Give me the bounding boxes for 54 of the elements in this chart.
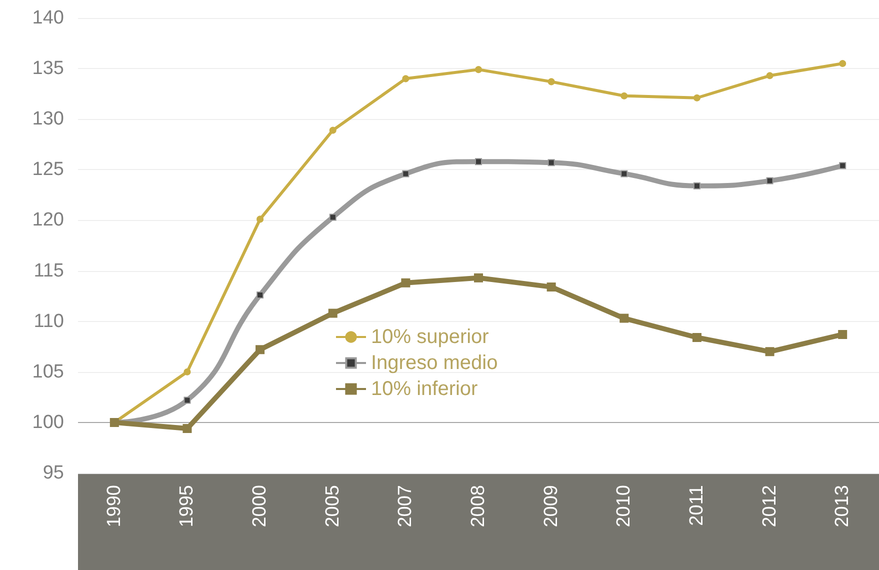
point: [475, 66, 482, 74]
point: [402, 75, 410, 82]
point: [329, 214, 336, 221]
y-tick-label: 135: [32, 58, 64, 80]
point: [620, 314, 629, 323]
point: [838, 330, 848, 339]
x-tick-label: 2009: [540, 485, 562, 528]
y-tick-label: 105: [32, 361, 64, 382]
point: [256, 216, 264, 223]
point: [620, 170, 628, 178]
x-tick-label: 2005: [322, 485, 344, 528]
x-tick-label: 2012: [759, 485, 780, 528]
point: [474, 273, 483, 282]
y-tick-label: 115: [34, 260, 64, 282]
point: [402, 170, 410, 178]
legend-label: 10% superior: [371, 326, 490, 348]
x-tick-label: 2010: [614, 485, 635, 528]
point: [256, 292, 264, 299]
point: [693, 94, 700, 102]
point: [766, 177, 774, 184]
point: [184, 368, 191, 376]
x-tick-label: 2013: [832, 485, 854, 528]
legend-label: 10% inferior: [371, 378, 478, 400]
x-tick-label: 1995: [176, 485, 198, 528]
y-tick-label: 125: [32, 159, 64, 180]
point: [548, 159, 555, 166]
point: [548, 78, 555, 86]
point: [765, 347, 774, 356]
x-tick-label: 1990: [104, 485, 125, 528]
point: [693, 182, 700, 190]
x-tick-label: 2011: [686, 485, 708, 526]
point: [839, 60, 846, 67]
point: [766, 72, 774, 80]
point: [620, 92, 628, 100]
point: [256, 345, 265, 354]
point: [184, 396, 191, 404]
x-tick-label: 2007: [395, 485, 416, 528]
y-tick-label: 110: [34, 310, 64, 332]
y-tick-label: 120: [32, 210, 64, 231]
point: [475, 158, 482, 166]
point: [329, 126, 336, 134]
point: [839, 162, 846, 170]
y-tick-label: 95: [42, 462, 64, 484]
point: [401, 278, 410, 288]
y-tick-label: 130: [32, 108, 64, 130]
y-tick-label: 140: [32, 8, 64, 28]
x-tick-label: 2008: [468, 485, 489, 528]
point: [692, 333, 702, 342]
point: [546, 282, 556, 292]
point: [328, 308, 338, 318]
x-tick-label: 2000: [250, 485, 271, 528]
y-tick-label: 100: [32, 412, 64, 433]
point: [182, 424, 192, 434]
legend-label: Ingreso medio: [371, 352, 498, 374]
